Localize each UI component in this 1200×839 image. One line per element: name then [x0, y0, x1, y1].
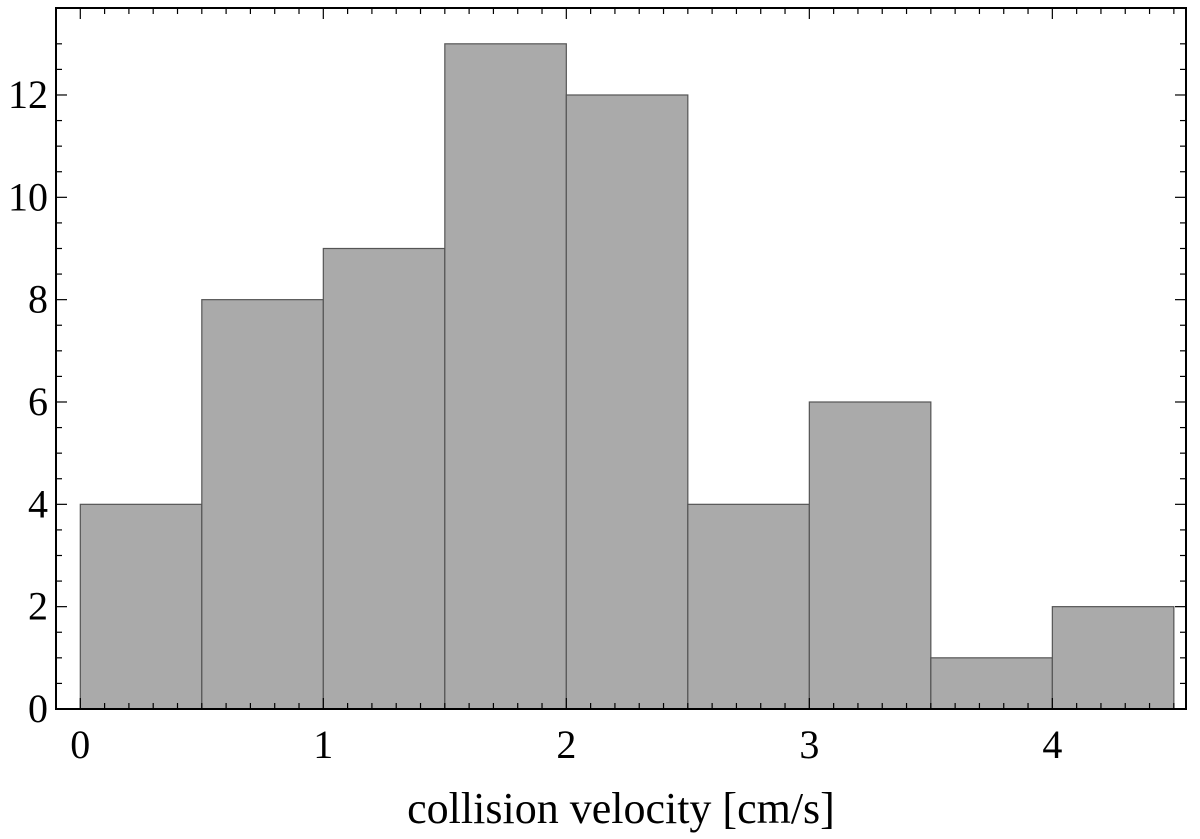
histogram-bar-0	[79, 503, 203, 710]
x-tick-label: 1	[313, 722, 333, 767]
x-tick-label: 0	[70, 722, 90, 767]
y-tick-label: 4	[28, 481, 48, 526]
histogram-bar-8	[1051, 606, 1175, 710]
y-tick-label: 2	[28, 584, 48, 629]
y-tick-label: 10	[8, 174, 48, 219]
histogram-bar-1	[201, 299, 324, 710]
x-tick-label: 2	[556, 722, 576, 767]
histogram-bar-6	[808, 401, 932, 710]
histogram-bar-3	[444, 43, 567, 710]
x-tick-label: 3	[799, 722, 819, 767]
histogram-bar-2	[322, 247, 446, 710]
y-tick-label: 6	[28, 379, 48, 424]
y-tick-label: 0	[28, 686, 48, 731]
bars-group	[79, 43, 1175, 710]
histogram-bar-4	[565, 94, 689, 710]
y-tick-label: 8	[28, 277, 48, 322]
x-tick-labels: 0 1 2 3 4	[70, 722, 1062, 767]
x-tick-label: 4	[1042, 722, 1062, 767]
y-tick-labels: 0 2 4 6 8 10 12	[8, 72, 48, 731]
x-axis-label: collision velocity [cm/s]	[407, 784, 835, 833]
plot-frame	[55, 7, 1187, 710]
histogram-bar-7	[930, 657, 1053, 710]
y-tick-label: 12	[8, 72, 48, 117]
histogram-bar-5	[687, 503, 810, 710]
